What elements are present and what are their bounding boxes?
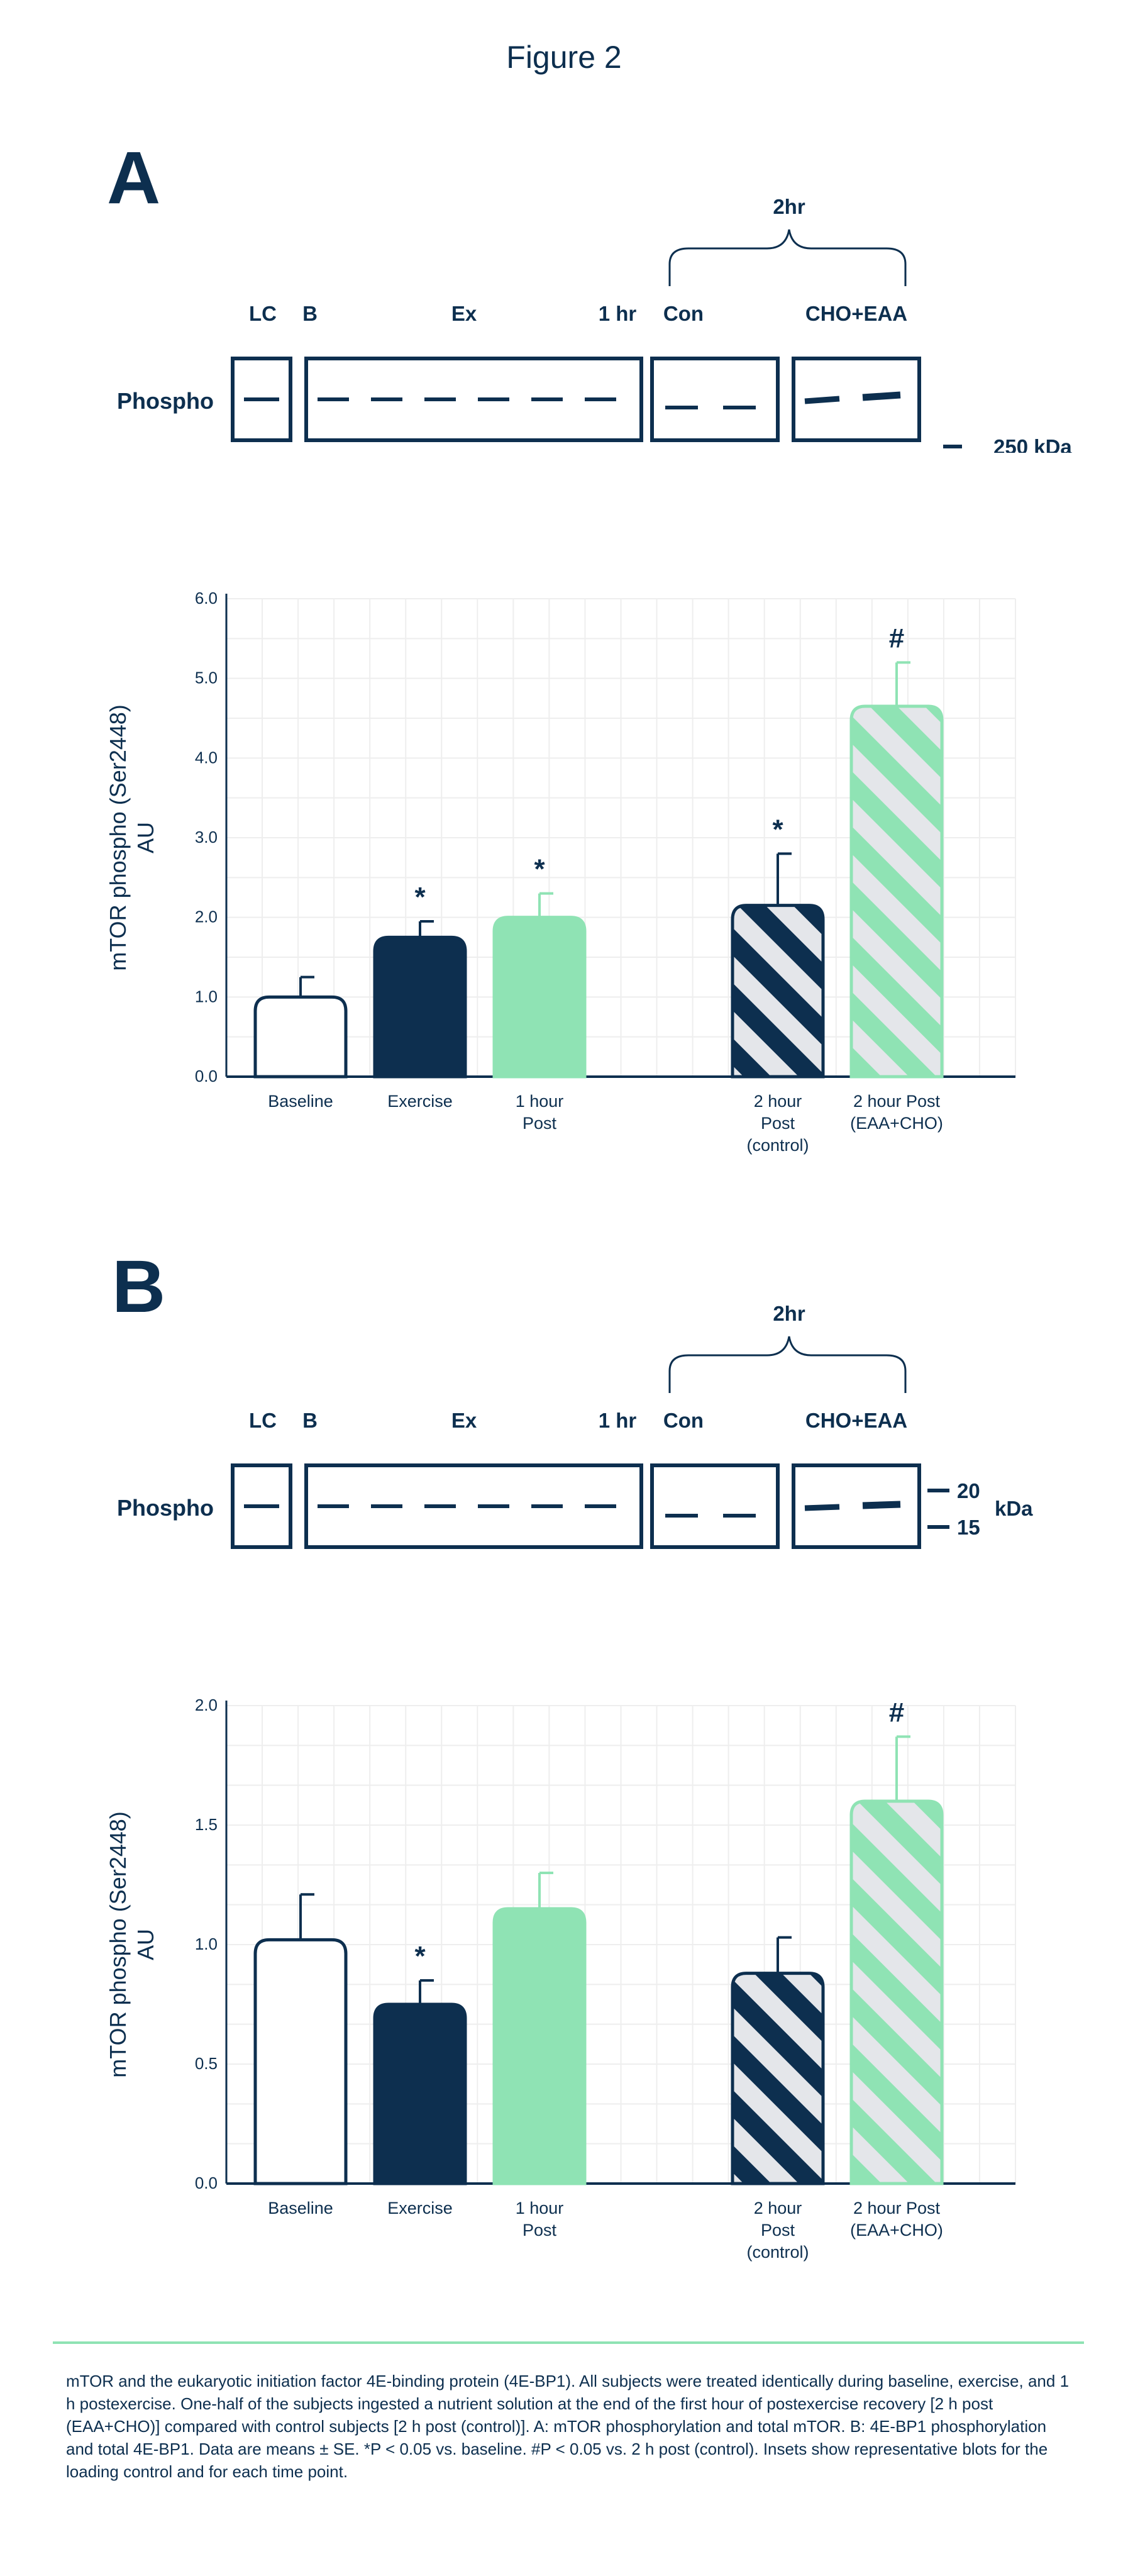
lane-label: Ex xyxy=(451,302,477,325)
bar xyxy=(731,1972,825,2185)
y-tick-label: 5.0 xyxy=(195,669,218,687)
x-tick-label: Exercise xyxy=(387,2199,453,2218)
lane-label: B xyxy=(302,1409,318,1432)
lane-label: 1 hr xyxy=(599,1409,637,1432)
phospho-blot-box xyxy=(231,1463,292,1549)
y-tick-label: 2.0 xyxy=(195,1696,218,1714)
phospho-blot-box xyxy=(231,357,292,442)
phospho-blot-box xyxy=(650,1463,780,1549)
panel-b-chart: 0.0 0.5 1.0 1.5 2.0 mTOR phospho (Ser2448)AU B… xyxy=(105,1696,1016,2262)
blot-band xyxy=(862,391,901,401)
significance-marker: * xyxy=(534,854,545,885)
y-tick-label: 6.0 xyxy=(195,589,218,608)
lane-label: B xyxy=(302,302,318,325)
y-tick-label: 1.0 xyxy=(195,1935,218,1953)
x-tick-label: 2 hour Post (EAA+CHO) xyxy=(850,2199,943,2240)
bar xyxy=(849,1799,944,2185)
y-tick-label: 0.0 xyxy=(195,2174,218,2192)
lane-label: CHO+EAA xyxy=(805,1409,907,1432)
marker-label: kDa xyxy=(995,1497,1033,1520)
time-bracket xyxy=(668,229,907,286)
x-tick-label: Exercise xyxy=(387,1092,453,1111)
y-tick-label: 3.0 xyxy=(195,828,218,847)
lane-label: LC xyxy=(249,302,277,325)
y-axis-label: mTOR phospho (Ser2448)AU xyxy=(105,704,158,971)
time-bracket xyxy=(668,1336,907,1393)
lane-label: 1 hr xyxy=(599,302,637,325)
x-tick-label: 1 hour Post xyxy=(516,1092,564,1133)
y-tick-label: 2.0 xyxy=(195,908,218,926)
phospho-blot-box xyxy=(650,357,780,442)
marker-label: 15 xyxy=(957,1516,980,1539)
y-tick-label: 1.0 xyxy=(195,987,218,1006)
bar xyxy=(492,1907,587,2185)
bracket-label: 2hr xyxy=(773,195,805,218)
phospho-blot-box xyxy=(304,357,643,442)
y-tick-label: 0.5 xyxy=(195,2054,218,2073)
phospho-blot-box xyxy=(792,1463,921,1549)
figure-title: Figure 2 xyxy=(506,40,622,75)
y-axis-label: mTOR phospho (Ser2448)AU xyxy=(105,1811,158,2078)
bar xyxy=(731,904,825,1079)
panel-b-letter: B xyxy=(112,1245,166,1328)
blot-band xyxy=(862,1501,901,1509)
bar xyxy=(253,995,348,1079)
marker-label: 250 kDa xyxy=(993,435,1072,453)
lane-label: Con xyxy=(663,302,704,325)
bar xyxy=(373,935,467,1079)
figure-caption: mTOR and the eukaryotic initiation facto… xyxy=(66,2372,1070,2481)
significance-marker: * xyxy=(772,814,783,845)
y-tick-label: 0.0 xyxy=(195,1067,218,1085)
lane-label: LC xyxy=(249,1409,277,1432)
x-tick-label: Baseline xyxy=(268,1092,333,1111)
marker-label: 20 xyxy=(957,1479,980,1502)
bar xyxy=(373,2002,467,2185)
bracket-label: 2hr xyxy=(773,1302,805,1325)
blot-band xyxy=(804,396,840,404)
bar xyxy=(253,1938,348,2185)
caption-divider xyxy=(53,2341,1084,2344)
significance-marker: * xyxy=(414,882,426,913)
y-tick-label: 4.0 xyxy=(195,748,218,767)
row-label-phospho: Phospho xyxy=(117,388,214,414)
row-label-phospho: Phospho xyxy=(117,1495,214,1521)
significance-marker: # xyxy=(889,623,904,653)
bar xyxy=(492,916,587,1079)
bar xyxy=(849,704,944,1079)
panel-a-letter: A xyxy=(107,136,161,219)
x-tick-label: 2 hour Post (control) xyxy=(746,1092,809,1155)
lane-label: Con xyxy=(663,1409,704,1432)
x-tick-label: 1 hour Post xyxy=(516,2199,564,2240)
lane-label: CHO+EAA xyxy=(805,302,907,325)
y-tick-label: 1.5 xyxy=(195,1815,218,1834)
phospho-blot-box xyxy=(304,1463,643,1549)
x-tick-label: 2 hour Post (control) xyxy=(746,2199,809,2262)
significance-marker: * xyxy=(414,1941,426,1972)
phospho-blot-box xyxy=(792,357,921,442)
blot-band xyxy=(804,1504,840,1511)
x-tick-label: Baseline xyxy=(268,2199,333,2218)
lane-label: Ex xyxy=(451,1409,477,1432)
x-tick-label: 2 hour Post (EAA+CHO) xyxy=(850,1092,943,1133)
panel-a-chart: 0.0 1.0 2.0 3.0 4.0 5.0 6.0 mTOR phospho (Ser24… xyxy=(105,589,1016,1155)
significance-marker: # xyxy=(889,1697,904,1728)
